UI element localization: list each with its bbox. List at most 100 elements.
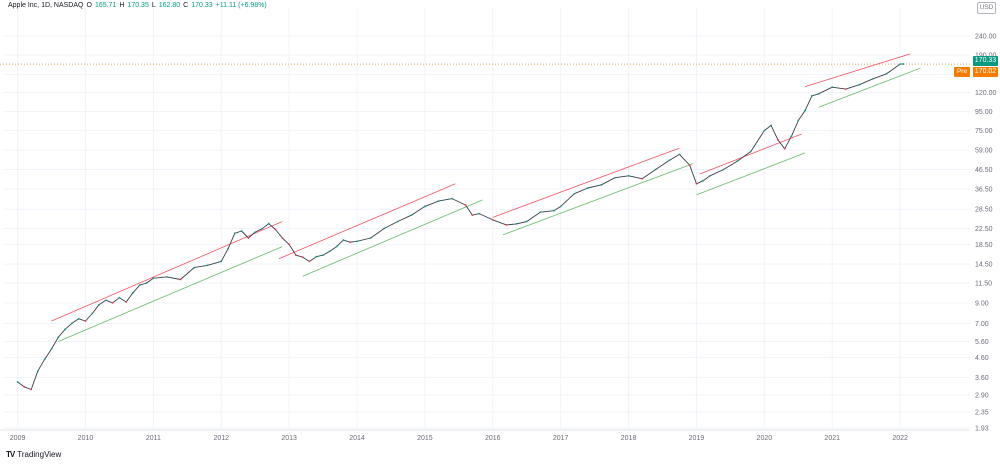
- x-tick-label: 2016: [485, 435, 501, 442]
- tradingview-mark-icon: TV: [6, 450, 15, 459]
- support-trendline: [58, 246, 283, 342]
- low-value: 162.80: [158, 2, 181, 9]
- open-value: 165.71: [94, 2, 117, 9]
- y-tick-label: 36.50: [975, 187, 993, 194]
- price-point: [267, 222, 270, 225]
- premarket-price-tag: 170.02: [973, 67, 998, 78]
- price-point: [424, 205, 426, 208]
- price-point: [118, 296, 121, 299]
- price-point: [349, 241, 352, 244]
- price-point: [356, 240, 358, 243]
- symbol-label[interactable]: Apple Inc, 1D, NASDAQ: [8, 2, 84, 9]
- y-tick-label: 9.00: [975, 300, 989, 307]
- price-point: [586, 187, 589, 189]
- price-point: [491, 218, 494, 221]
- price-point: [736, 160, 739, 163]
- price-point: [471, 214, 474, 217]
- y-tick-label: 120.00: [975, 90, 997, 97]
- price-point: [817, 92, 820, 95]
- price-point: [98, 303, 100, 306]
- y-tick-label: 18.50: [975, 242, 993, 249]
- y-tick-label: 22.50: [975, 226, 993, 233]
- x-tick-label: 2018: [621, 435, 637, 442]
- price-point: [722, 168, 725, 171]
- price-point: [505, 224, 508, 226]
- price-point: [227, 247, 229, 250]
- close-value: 170.33: [191, 2, 213, 9]
- y-tick-label: 11.50: [975, 280, 992, 287]
- price-point: [902, 63, 905, 65]
- price-point: [573, 192, 576, 195]
- price-point: [261, 227, 263, 230]
- price-point: [328, 250, 331, 253]
- price-point: [84, 320, 87, 322]
- x-tick-label: 2017: [553, 435, 569, 442]
- price-point: [464, 204, 467, 206]
- resistance-trendline: [51, 221, 283, 322]
- resistance-trendline: [278, 183, 456, 260]
- low-key: L: [151, 2, 156, 9]
- premarket-label: Pre: [954, 67, 970, 78]
- price-point: [23, 386, 26, 388]
- price-point: [315, 255, 318, 258]
- support-trendline: [502, 163, 694, 236]
- price-point: [322, 254, 324, 257]
- price-point: [50, 348, 53, 350]
- x-tick-label: 2011: [146, 435, 161, 442]
- price-point: [111, 302, 114, 304]
- price-point: [804, 109, 806, 112]
- y-tick-label: 2.35: [975, 410, 989, 417]
- price-point: [702, 179, 705, 182]
- price-point: [43, 358, 46, 361]
- price-point: [247, 237, 250, 239]
- price-point: [525, 220, 528, 223]
- tradingview-logo[interactable]: TV TradingView: [6, 450, 61, 459]
- price-point: [559, 205, 562, 208]
- price-point: [410, 214, 413, 217]
- y-tick-label: 2.90: [975, 392, 989, 399]
- price-point: [220, 260, 223, 263]
- price-point: [138, 284, 141, 287]
- high-key: H: [119, 2, 125, 9]
- price-point: [763, 129, 766, 132]
- price-point: [783, 147, 786, 150]
- price-point: [16, 381, 19, 383]
- x-tick-label: 2022: [892, 435, 908, 442]
- price-point: [777, 138, 779, 141]
- price-point: [125, 301, 128, 303]
- price-point: [369, 237, 372, 239]
- x-tick-label: 2012: [213, 435, 229, 442]
- last-price-tag: 170.33: [973, 55, 998, 66]
- price-point: [858, 83, 861, 86]
- resistance-trendline: [699, 133, 802, 175]
- price-point: [301, 256, 304, 259]
- price-point: [308, 260, 311, 263]
- price-point: [152, 277, 155, 280]
- price-point: [104, 299, 107, 302]
- price-point: [899, 63, 902, 66]
- price-point: [233, 232, 236, 235]
- price-point: [810, 95, 813, 97]
- price-point: [193, 266, 195, 269]
- price-point: [70, 322, 73, 325]
- y-tick-label: 14.50: [975, 262, 993, 269]
- price-point: [288, 243, 291, 246]
- y-tick-label: 3.60: [975, 375, 989, 382]
- y-tick-label: 7.00: [975, 321, 989, 328]
- y-tick-label: 240.00: [975, 34, 997, 41]
- y-tick-label: 46.50: [975, 167, 993, 174]
- price-point: [885, 72, 888, 75]
- x-tick-label: 2015: [417, 435, 433, 442]
- price-point: [254, 231, 257, 234]
- resistance-trendline: [804, 53, 911, 87]
- price-point: [274, 228, 277, 231]
- price-point: [335, 245, 338, 248]
- price-point: [206, 264, 209, 267]
- price-point: [145, 282, 148, 284]
- currency-button[interactable]: USD: [977, 2, 996, 14]
- y-tick-label: 95.00: [975, 109, 993, 116]
- price-point: [396, 220, 399, 223]
- y-tick-label: 4.60: [975, 355, 989, 362]
